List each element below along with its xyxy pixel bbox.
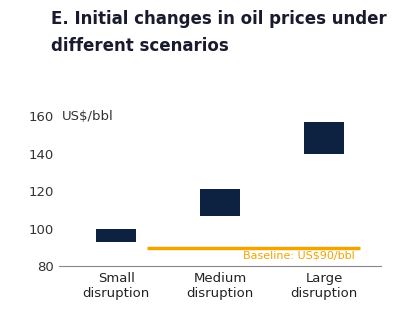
Text: E. Initial changes in oil prices under: E. Initial changes in oil prices under (51, 10, 387, 28)
Bar (200, 189, 240, 216)
Text: different scenarios: different scenarios (51, 37, 229, 55)
Text: US$/bbl: US$/bbl (62, 110, 114, 123)
Bar (304, 122, 344, 154)
Text: Baseline: US$90/bbl: Baseline: US$90/bbl (244, 250, 355, 260)
Bar (96, 229, 136, 242)
